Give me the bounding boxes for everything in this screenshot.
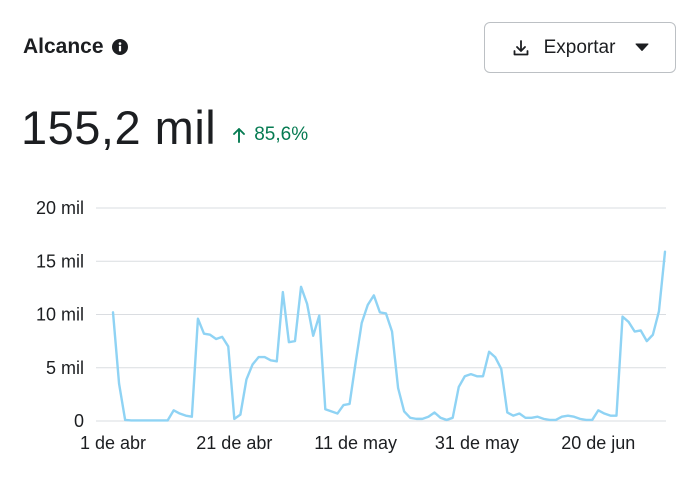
y-tick-label: 10 mil bbox=[36, 305, 84, 325]
page-title-label: Alcance bbox=[23, 35, 104, 58]
y-tick-label: 15 mil bbox=[36, 251, 84, 271]
info-icon[interactable] bbox=[111, 39, 128, 55]
x-tick-label: 20 de jun bbox=[561, 433, 635, 453]
reach-line-chart: 0 5 mil 10 mil 15 mil 20 mil 1 de abr 21 de a… bbox=[36, 198, 667, 453]
caret-down-icon bbox=[635, 43, 649, 52]
metric-delta: 85,6% bbox=[232, 124, 308, 146]
y-tick-label: 5 mil bbox=[46, 358, 84, 378]
export-button[interactable]: Exportar bbox=[484, 22, 676, 73]
metric-delta-value: 85,6% bbox=[254, 124, 309, 145]
page-title: Alcance bbox=[23, 35, 128, 59]
export-button-label: Exportar bbox=[543, 36, 616, 58]
x-tick-label: 21 de abr bbox=[196, 433, 272, 453]
download-icon bbox=[511, 38, 531, 58]
x-tick-label: 31 de may bbox=[435, 433, 519, 453]
series-line bbox=[111, 250, 667, 422]
y-tick-label: 20 mil bbox=[36, 198, 84, 218]
x-tick-label: 11 de may bbox=[314, 433, 397, 453]
y-tick-label: 0 bbox=[74, 411, 84, 431]
metric-value: 155,2 mil bbox=[21, 101, 217, 154]
metric-summary: 155,2 mil 85,6% bbox=[21, 100, 308, 155]
x-tick-label: 1 de abr bbox=[80, 433, 146, 453]
arrow-up-icon bbox=[232, 126, 246, 144]
reach-chart: 0 5 mil 10 mil 15 mil 20 mil 1 de abr 21 de a… bbox=[0, 180, 693, 480]
